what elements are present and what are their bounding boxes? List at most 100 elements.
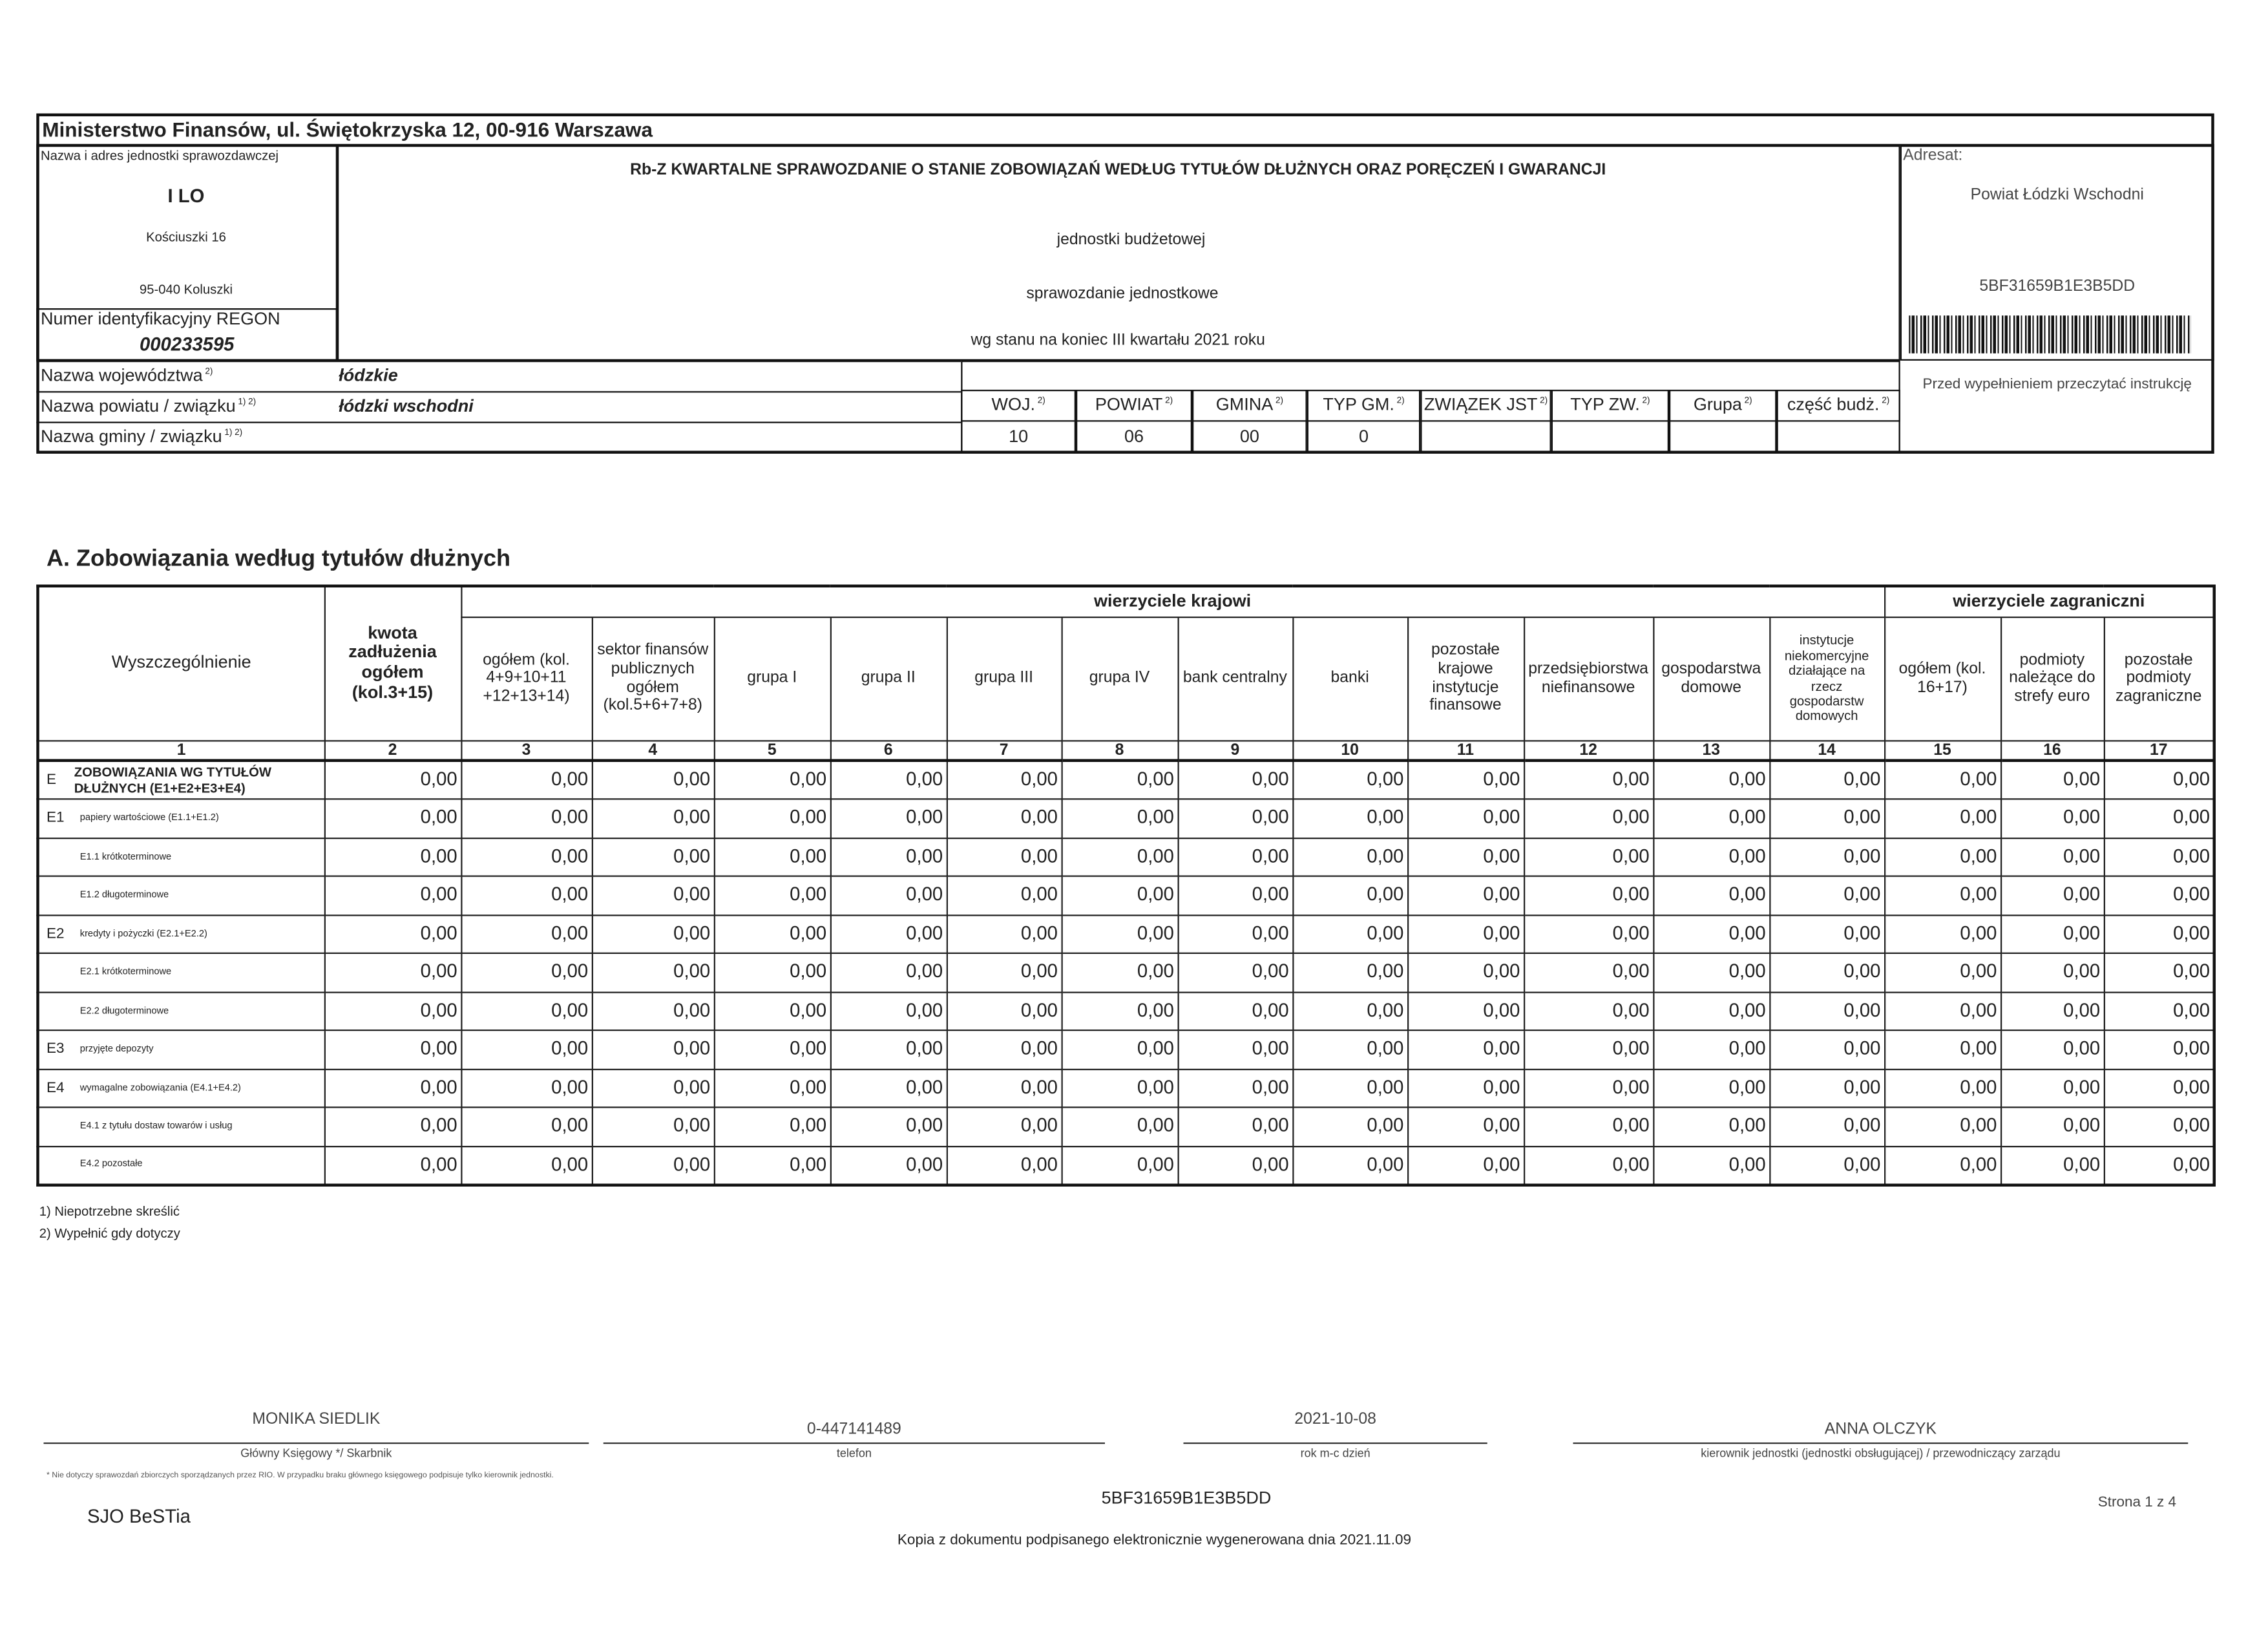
- value-cell: 0,00: [829, 759, 947, 800]
- value-cell: 0,00: [460, 991, 593, 1031]
- value-cell: 0,00: [713, 1106, 831, 1147]
- value-cell: 0,00: [1406, 759, 1525, 800]
- value-cell: 0,00: [945, 1106, 1062, 1147]
- value-cell: 0,00: [591, 837, 715, 878]
- value-cell: 0,00: [945, 991, 1062, 1031]
- value-cell: 0,00: [829, 991, 947, 1031]
- row-text: kredyty i pożyczki (E2.1+E2.2): [79, 928, 207, 939]
- value-cell: 0,00: [829, 875, 947, 916]
- value-cell: 0,00: [591, 1106, 715, 1147]
- code-cell: [1420, 390, 1551, 454]
- value-cell: 0,00: [1292, 991, 1409, 1031]
- instruction: Przed wypełnieniem przeczytać instrukcję: [1922, 376, 2192, 393]
- value-cell: 0,00: [460, 1068, 593, 1108]
- row-text: przyjęte depozyty: [79, 1044, 154, 1055]
- column-header: ogółem (kol. 4+9+10+11 +12+13+14): [460, 615, 593, 741]
- value-cell: 0,00: [2103, 991, 2215, 1031]
- value-cell: 0,00: [591, 875, 715, 916]
- value-cell: 0,00: [1652, 991, 1770, 1031]
- value-cell: 0,00: [1522, 837, 1654, 878]
- code-cell: [1776, 390, 1900, 454]
- value-cell: 0,00: [1060, 1030, 1179, 1070]
- row-code: E3: [47, 1041, 65, 1058]
- value-cell: 0,00: [1522, 875, 1654, 916]
- column-number: 15: [1883, 739, 2002, 763]
- value-cell: 0,00: [1652, 875, 1770, 916]
- value-cell: 0,00: [1292, 1145, 1409, 1186]
- footnote-ref: 2): [1162, 397, 1173, 406]
- value-cell: 0,00: [1883, 991, 2002, 1031]
- code-value: 10: [1009, 426, 1029, 447]
- value-cell: 0,00: [713, 875, 831, 916]
- value-cell: 0,00: [713, 759, 831, 800]
- value-cell: 0,00: [1652, 837, 1770, 878]
- code-cell: [1551, 390, 1669, 454]
- value-cell: 0,00: [460, 759, 593, 800]
- value-cell: 0,00: [945, 1145, 1062, 1186]
- column-header: grupa I: [713, 615, 831, 741]
- row-label-wrap: E4.1 z tytułu dostaw towarów i usług: [39, 1121, 323, 1132]
- column-number: 11: [1406, 739, 1525, 763]
- code-value: 06: [1124, 426, 1144, 447]
- data-row: E3 przyjęte depozyty 0,00 0,00 0,00 0,00 0,00 0…: [37, 1030, 2215, 1070]
- value-cell: 0,00: [1999, 1106, 2105, 1147]
- value-cell: 0,00: [1652, 1106, 1770, 1147]
- value-cell: 0,00: [591, 798, 715, 839]
- value-cell: 0,00: [829, 1030, 947, 1070]
- value-cell: 0,00: [1769, 914, 1885, 955]
- code-label: GMINA 2): [1215, 394, 1284, 415]
- row-label-wrap: E3 przyjęte depozyty: [39, 1041, 323, 1058]
- value-cell: 0,00: [1406, 991, 1525, 1031]
- territory-label: Nazwa gminy / związku 1) 2): [41, 426, 243, 447]
- data-row: E2.2 długoterminowe 0,00 0,00 0,00 0,00 0,00 0…: [37, 991, 2215, 1031]
- value-cell: 0,00: [713, 798, 831, 839]
- value-cell: 0,00: [1292, 1106, 1409, 1147]
- value-cell: 0,00: [1177, 875, 1294, 916]
- territory-row: [36, 421, 961, 452]
- section-title: A. Zobowiązania według tytułów dłużnych: [47, 547, 511, 572]
- value-cell: 0,00: [323, 875, 462, 916]
- value-cell: 0,00: [1652, 914, 1770, 955]
- code-label: ZWIĄZEK JST 2): [1423, 394, 1548, 415]
- value-cell: 0,00: [1883, 1030, 2002, 1070]
- ministry: Ministerstwo Finansów, ul. Świętokrzyska…: [42, 118, 653, 142]
- value-cell: 0,00: [1522, 991, 1654, 1031]
- value-cell: 0,00: [591, 1030, 715, 1070]
- value-cell: 0,00: [829, 798, 947, 839]
- value-cell: 0,00: [1769, 759, 1885, 800]
- value-cell: 0,00: [1883, 914, 2002, 955]
- value-cell: 0,00: [713, 1030, 831, 1070]
- value-cell: 0,00: [1999, 953, 2105, 993]
- number-row: 1 2 3 4 5 6 7 8 9 10 11 12 13 14 15 16 17: [37, 739, 2215, 763]
- value-cell: 0,00: [2103, 837, 2215, 878]
- data-row: E1 papiery wartościowe (E1.1+E1.2) 0,00 0,0…: [37, 798, 2215, 839]
- value-cell: 0,00: [2103, 875, 2215, 916]
- code-label: TYP GM. 2): [1323, 394, 1405, 415]
- value-cell: 0,00: [1883, 953, 2002, 993]
- ministry-row: [36, 114, 2214, 145]
- column-header: pozostałe krajowe instytucje finansowe: [1406, 615, 1525, 741]
- value-cell: 0,00: [323, 1106, 462, 1147]
- value-cell: 0,00: [323, 1068, 462, 1108]
- row-text: wymagalne zobowiązania (E4.1+E4.2): [79, 1083, 241, 1093]
- code-label: część budż. 2): [1787, 394, 1890, 415]
- footnote-ref: 2): [1273, 397, 1284, 406]
- value-cell: 0,00: [460, 837, 593, 878]
- value-cell: 0,00: [1769, 991, 1885, 1031]
- value-cell: 0,00: [323, 914, 462, 955]
- footnote: 1) Niepotrzebne skreślić: [39, 1204, 180, 1219]
- signature-role: Główny Księgowy */ Skarbnik: [240, 1446, 392, 1460]
- column-number: 4: [591, 739, 715, 763]
- value-cell: 0,00: [323, 837, 462, 878]
- value-cell: 0,00: [713, 953, 831, 993]
- report-title: Rb-Z KWARTALNE SPRAWOZDANIE O STANIE ZOB…: [630, 161, 1606, 179]
- value-cell: 0,00: [1406, 1068, 1525, 1108]
- row-label: E1.1 krótkoterminowe: [37, 837, 325, 878]
- value-cell: 0,00: [591, 759, 715, 800]
- value-cell: 0,00: [1177, 1145, 1294, 1186]
- row-code: E4: [47, 1079, 65, 1096]
- territory-row: [36, 391, 961, 421]
- addressee: Powiat Łódzki Wschodni: [1970, 186, 2144, 204]
- column-number: 1: [37, 739, 325, 763]
- value-cell: 0,00: [591, 953, 715, 993]
